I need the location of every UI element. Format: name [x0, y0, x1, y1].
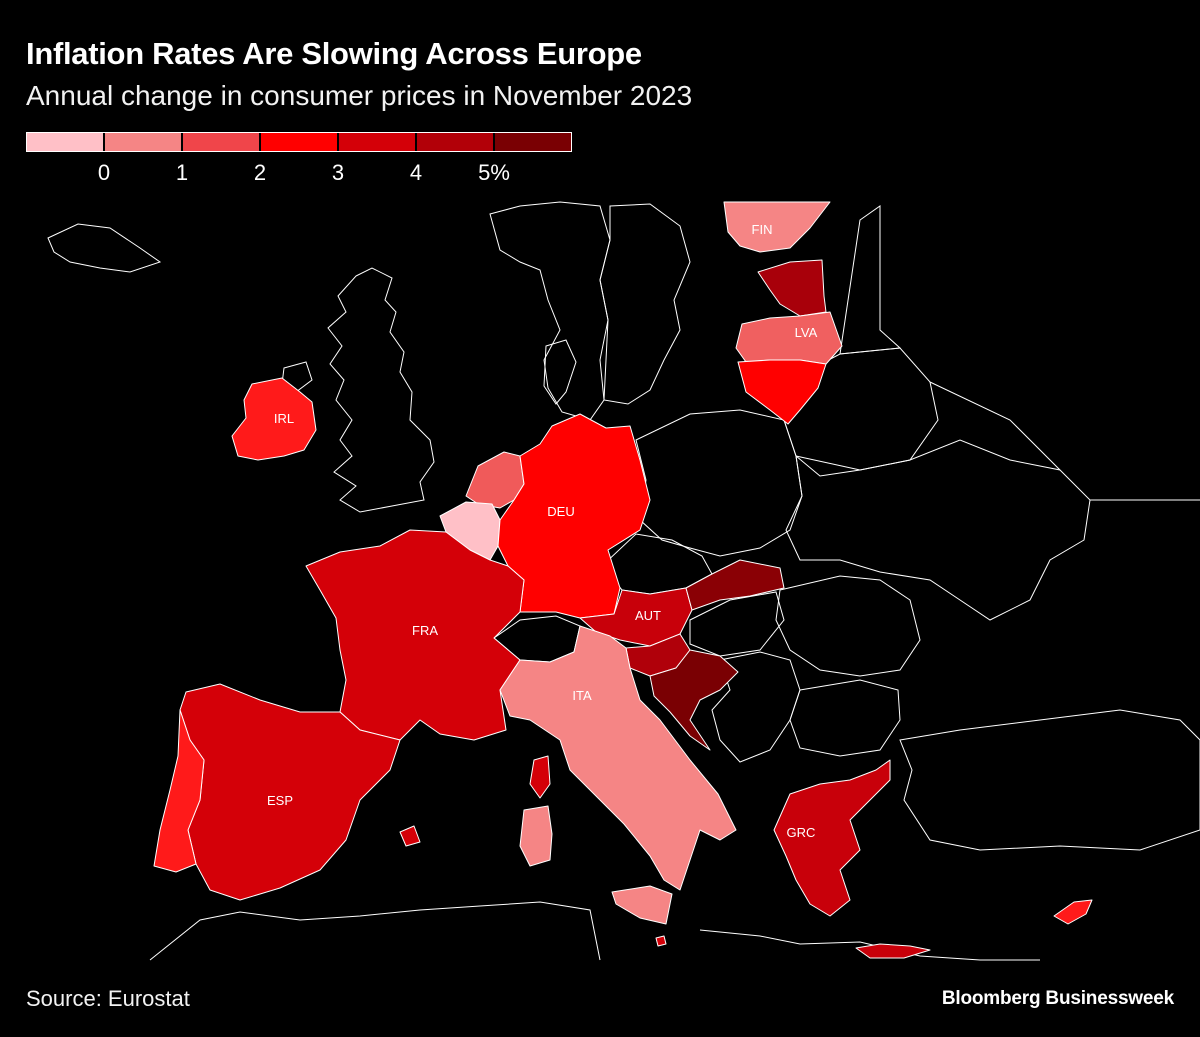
country-ita-sicily: [611, 885, 673, 925]
label-ita: ITA: [572, 688, 592, 703]
balkans-outline: [711, 651, 801, 763]
country-prt: [153, 709, 205, 873]
label-irl: IRL: [274, 411, 294, 426]
country-ita: [499, 625, 737, 891]
ukraine-outline: [785, 439, 1091, 621]
north-africa-coastline: [149, 901, 1040, 961]
label-lva: LVA: [795, 325, 818, 340]
country-grc-crete: [855, 943, 931, 959]
legend-bar: [26, 132, 572, 152]
iceland-outline: [47, 223, 162, 273]
legend-swatch-0: [27, 133, 105, 151]
chart-title: Inflation Rates Are Slowing Across Europ…: [26, 36, 642, 71]
country-cyp: [1053, 899, 1093, 925]
label-aut: AUT: [635, 608, 661, 623]
country-deu: [497, 413, 651, 619]
legend-swatch-2: [183, 133, 261, 151]
country-ita-sardinia: [519, 805, 553, 867]
label-deu: DEU: [547, 504, 574, 519]
scandinavia-outline: [489, 201, 611, 421]
legend-tick-4: 4: [409, 160, 423, 185]
legend-swatch-5: [417, 133, 495, 151]
eurozone-countries: [153, 201, 1093, 959]
europe-map: FIN LVA IRL DEU FRA AUT ITA ESP GRC: [47, 201, 1200, 961]
country-est: [757, 259, 827, 317]
brand-logo: Bloomberg Businessweek: [941, 988, 1174, 1009]
label-esp: ESP: [267, 793, 293, 808]
russia-east-outline: [929, 381, 1200, 501]
label-fra: FRA: [412, 623, 438, 638]
country-ltu: [737, 359, 827, 425]
bulgaria-outline: [789, 679, 901, 757]
country-grc: [773, 759, 891, 917]
romania-outline: [775, 575, 921, 677]
legend-tick-3: 3: [331, 160, 345, 185]
legend-swatch-1: [105, 133, 183, 151]
country-fin: [723, 201, 831, 253]
country-mlt: [655, 935, 667, 947]
color-legend: 0 1 2 3 4 5%: [26, 132, 572, 192]
turkey-outline: [899, 709, 1200, 851]
country-irl: [231, 377, 317, 461]
country-hrv: [649, 649, 739, 751]
denmark-outline: [543, 339, 577, 405]
great-britain-outline: [327, 267, 435, 513]
source-note: Source: Eurostat: [26, 986, 190, 1011]
legend-swatch-6: [495, 133, 571, 151]
country-fra-corsica: [529, 755, 551, 799]
country-esp-balearic: [399, 825, 421, 847]
poland-outline: [635, 409, 803, 557]
sweden-outline: [599, 203, 691, 405]
legend-tick-5: 5%: [478, 160, 510, 185]
non-eurozone-outlines: [47, 201, 1200, 961]
label-fin: FIN: [752, 222, 773, 237]
hungary-outline: [689, 591, 785, 657]
legend-tick-2: 2: [253, 160, 267, 185]
legend-tick-0: 0: [97, 160, 111, 185]
country-labels: FIN LVA IRL DEU FRA AUT ITA ESP GRC: [267, 222, 818, 840]
legend-tick-1: 1: [175, 160, 189, 185]
label-grc: GRC: [787, 825, 816, 840]
country-lva: [735, 311, 843, 365]
legend-swatch-3: [261, 133, 339, 151]
chart-subtitle: Annual change in consumer prices in Nove…: [26, 80, 693, 111]
country-svk: [685, 559, 785, 611]
russia-outline: [839, 205, 902, 355]
legend-swatch-4: [339, 133, 417, 151]
